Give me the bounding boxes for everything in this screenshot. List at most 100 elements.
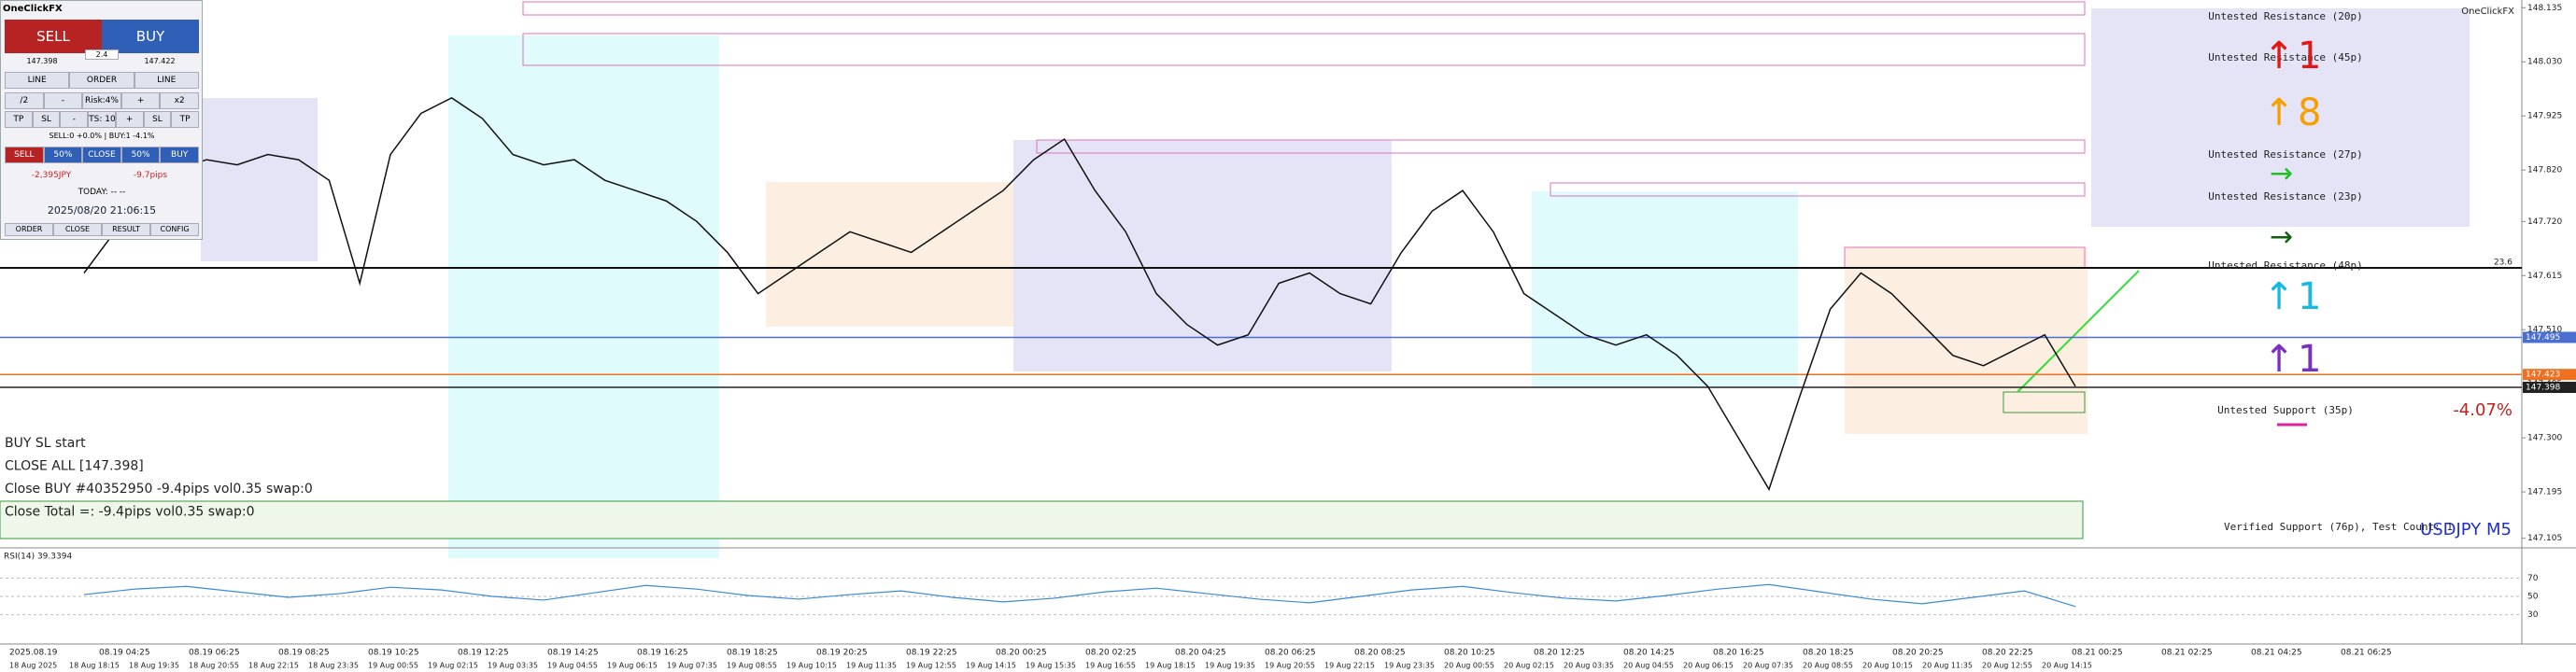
panel-button[interactable]: TP [171, 111, 199, 128]
x-tick-label: 18 Aug 19:35 [129, 662, 179, 670]
panel-button[interactable]: SL [32, 111, 61, 128]
panel-button[interactable]: + [120, 92, 161, 109]
panel-button[interactable]: LINE [5, 72, 70, 89]
signal-arrow: ↑ [2263, 275, 2295, 318]
x-tick-label: 20 Aug 10:15 [1862, 662, 1913, 670]
x-tick-label: 19 Aug 11:35 [846, 662, 897, 670]
x-tick-label: 08.20 20:25 [1892, 649, 1944, 658]
panel-button[interactable]: TP [5, 111, 33, 128]
info-zone [2091, 8, 2470, 227]
resistance-box [522, 1, 2086, 16]
price-tag [2523, 382, 2576, 394]
x-tick-label: 08.21 04:25 [2251, 649, 2302, 658]
x-tick-label: 19 Aug 15:35 [1026, 662, 1076, 670]
panel-button[interactable]: /2 [5, 92, 44, 109]
x-tick-label: 08.20 02:25 [1085, 649, 1137, 658]
x-tick-label: 08.19 14:25 [547, 649, 599, 658]
x-tick-label: 20 Aug 14:15 [2042, 662, 2092, 670]
tab[interactable]: ORDER [5, 223, 53, 236]
log-line: Close Total =: -9.4pips vol0.35 swap:0 [5, 505, 255, 520]
log-line: BUY SL start [5, 436, 86, 451]
spread: 2.4 [85, 49, 119, 60]
x-tick-label: 08.19 08:25 [278, 649, 330, 658]
x-tick-label: 20 Aug 11:35 [1922, 662, 1973, 670]
rsi-title: RSI(14) 39.3394 [4, 553, 72, 562]
arrow-icon: → [2270, 221, 2293, 254]
panel-button[interactable]: CLOSE [82, 147, 121, 163]
panel-button[interactable]: Risk:4% [82, 92, 121, 109]
x-tick-label: 08.20 14:25 [1623, 649, 1675, 658]
x-tick-label: 08.21 02:25 [2161, 649, 2213, 658]
y-tick-label: 147.720 [2527, 217, 2562, 227]
x-tick-label: 19 Aug 00:55 [368, 662, 418, 670]
rsi-tick-label: 50 [2527, 593, 2539, 602]
panel-button[interactable]: SELL [5, 147, 44, 163]
resistance-box [522, 33, 2086, 66]
bid: 147.398 [26, 57, 58, 65]
tab[interactable]: CLOSE [53, 223, 102, 236]
panel-button[interactable]: TS: 10 [88, 111, 116, 128]
sell-button[interactable]: SELL [5, 20, 102, 53]
panel-title: OneClickFX [3, 4, 63, 14]
resistance-box [1550, 182, 2086, 197]
price-tag-label: 147.423 [2526, 371, 2560, 380]
x-tick-label: 19 Aug 02:15 [428, 662, 478, 670]
y-tick-label: 147.195 [2527, 488, 2562, 497]
ask: 147.422 [144, 57, 176, 65]
x-tick-label: 08.20 10:25 [1444, 649, 1495, 658]
x-tick-label: 19 Aug 19:35 [1205, 662, 1255, 670]
panel-button[interactable]: - [43, 92, 83, 109]
x-tick-label: 08.21 06:25 [2341, 649, 2392, 658]
tab[interactable]: RESULT [102, 223, 150, 236]
signal-count: 1 [2298, 275, 2321, 318]
y-tick-label: 147.510 [2527, 326, 2562, 335]
pnl-pips: -9.7pips [133, 171, 168, 180]
x-tick-label: 08.19 06:25 [189, 649, 240, 658]
y-tick-label: 147.615 [2527, 272, 2562, 281]
x-tick-label: 19 Aug 18:15 [1145, 662, 1196, 670]
x-tick-label: 20 Aug 03:35 [1564, 662, 1614, 670]
signal-arrow: ↑ [2263, 338, 2295, 381]
panel-button[interactable]: + [115, 111, 144, 128]
x-tick-label: 08.20 00:25 [996, 649, 1047, 658]
x-tick-label: 19 Aug 23:35 [1384, 662, 1435, 670]
x-tick-label: 19 Aug 07:35 [667, 662, 717, 670]
x-tick-label: 19 Aug 03:35 [488, 662, 538, 670]
panel-button[interactable]: x2 [160, 92, 199, 109]
x-tick-label: 18 Aug 22:15 [248, 662, 299, 670]
corner-label: OneClickFX [2461, 7, 2514, 17]
x-tick-label: 18 Aug 23:35 [308, 662, 359, 670]
panel-button[interactable]: ORDER [69, 72, 134, 89]
panel-button[interactable]: 50% [120, 147, 161, 163]
today: TODAY: -- -- [78, 188, 126, 197]
x-tick-label: 20 Aug 07:35 [1743, 662, 1793, 670]
y-tick-label: 147.105 [2527, 534, 2562, 543]
panel-button[interactable]: LINE [134, 72, 199, 89]
y-tick-label: 147.300 [2527, 434, 2562, 443]
y-tick-label: 147.925 [2527, 112, 2562, 121]
positions: SELL:0 +0.0% | BUY:1 -4.1% [49, 132, 155, 140]
price-tag [2523, 369, 2576, 381]
signal-arrow: ↑ [2263, 35, 2295, 77]
x-tick-label: 08.19 16:25 [637, 649, 688, 658]
panel-button[interactable]: SL [143, 111, 172, 128]
x-tick-label: 20 Aug 08:55 [1803, 662, 1853, 670]
rsi-tick-label: 70 [2527, 574, 2539, 583]
zone-label: Untested Resistance (23p) [2208, 190, 2363, 203]
x-tick-label: 08.20 04:25 [1175, 649, 1226, 658]
buy-button[interactable]: BUY [102, 20, 199, 53]
panel-button[interactable]: 50% [43, 147, 83, 163]
resistance-box [1036, 139, 2086, 154]
x-tick-label: 20 Aug 04:55 [1623, 662, 1674, 670]
x-tick-label: 08.19 18:25 [727, 649, 778, 658]
panel-button[interactable]: - [60, 111, 89, 128]
trend-line [2017, 270, 2140, 393]
x-tick-label: 08.19 22:25 [906, 649, 957, 658]
pnl-jpy: -2,395JPY [31, 171, 72, 180]
tab[interactable]: CONFIG [150, 223, 199, 236]
x-tick-label: 20 Aug 06:15 [1683, 662, 1734, 670]
x-tick-label: 19 Aug 06:15 [607, 662, 658, 670]
panel-button[interactable]: BUY [160, 147, 199, 163]
zone [201, 98, 318, 261]
x-tick-label: 20 Aug 12:55 [1982, 662, 2032, 670]
